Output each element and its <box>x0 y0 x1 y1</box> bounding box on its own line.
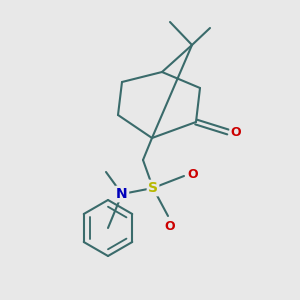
Text: S: S <box>148 181 158 195</box>
Text: O: O <box>165 220 175 232</box>
Text: O: O <box>231 125 241 139</box>
Text: O: O <box>188 167 198 181</box>
Text: N: N <box>116 187 128 201</box>
